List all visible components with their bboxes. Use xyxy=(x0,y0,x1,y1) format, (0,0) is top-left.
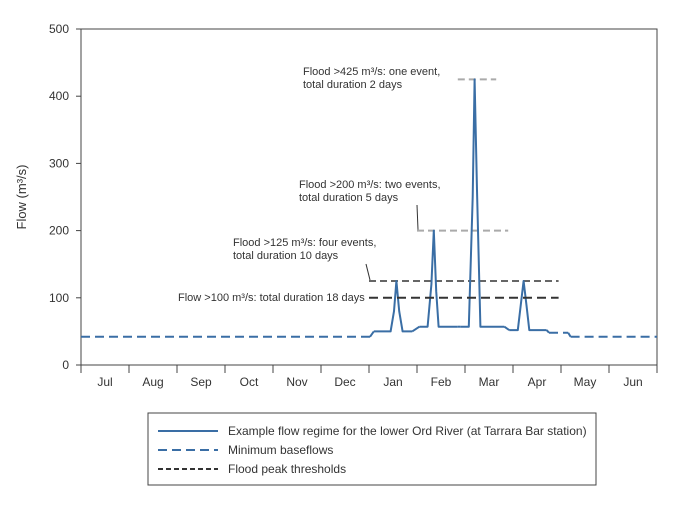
series-1-segment xyxy=(373,280,413,333)
annotation-text: Flow >100 m³/s: total duration 18 days xyxy=(178,292,365,304)
annotation-text: total duration 2 days xyxy=(303,79,403,91)
x-tick-label: Jul xyxy=(97,375,112,389)
series-1 xyxy=(373,78,547,333)
x-tick-label: Jun xyxy=(623,375,642,389)
x-tick-label: Dec xyxy=(334,375,355,389)
x-tick-label: Jan xyxy=(383,375,402,389)
y-tick-label: 300 xyxy=(49,156,69,170)
series-2-segment xyxy=(503,325,510,331)
y-tick-label: 100 xyxy=(49,291,69,305)
annotation-425: Flood >425 m³/s: one event,total duratio… xyxy=(303,66,440,91)
series-1-segment xyxy=(509,280,547,332)
series-1-segment xyxy=(419,229,458,328)
x-tick-label: Mar xyxy=(479,375,500,389)
y-tick-label: 400 xyxy=(49,89,69,103)
x-tick-label: Feb xyxy=(431,375,452,389)
annotation-text: Flood >425 m³/s: one event, xyxy=(303,66,440,78)
x-tick-label: Oct xyxy=(240,375,259,389)
legend-box xyxy=(147,412,597,486)
annotation-text: Flood >125 m³/s: four events, xyxy=(233,237,376,249)
annotations: Flow >100 m³/s: total duration 18 days Fl… xyxy=(178,66,441,304)
annotation-200: Flood >200 m³/s: two events,total durati… xyxy=(299,179,441,230)
x-tick-label: Aug xyxy=(142,375,163,389)
legend-label: Minimum baseflows xyxy=(228,443,333,457)
annotation-pointer xyxy=(365,263,371,281)
y-axis-label: Flow (m³/s) xyxy=(14,165,29,230)
x-tick-label: Nov xyxy=(286,375,307,389)
annotation-pointer xyxy=(416,204,419,230)
legend-label: Flood peak thresholds xyxy=(228,462,346,476)
x-tick-label: May xyxy=(574,375,597,389)
legend-label: Example flow regime for the lower Ord Ri… xyxy=(228,424,587,438)
legend: Example flow regime for the lower Ord Ri… xyxy=(147,412,597,486)
series-2-segment xyxy=(369,330,375,338)
y-tick-label: 0 xyxy=(62,358,69,372)
x-tick-label: Apr xyxy=(528,375,547,389)
series-1-segment xyxy=(460,78,505,328)
annotation-text: total duration 5 days xyxy=(299,192,399,204)
series-2-segment xyxy=(411,325,420,333)
threshold-lines xyxy=(369,78,559,282)
series-2-segment xyxy=(567,332,572,338)
y-tick-label: 500 xyxy=(49,22,69,36)
series-2-segment xyxy=(545,329,550,334)
series-2 xyxy=(81,325,657,338)
chart-axes: 0 100 200 300 400 500 Flow (m³/s) Jul Aug Sep Oct N… xyxy=(14,22,658,389)
annotation-text: Flood >200 m³/s: two events, xyxy=(299,179,441,191)
x-tick-label: Sep xyxy=(190,375,212,389)
y-tick-label: 200 xyxy=(49,224,69,238)
annotation-125: Flood >125 m³/s: four events,total durat… xyxy=(233,237,376,281)
flow-series xyxy=(81,78,657,338)
annotation-100: Flow >100 m³/s: total duration 18 days xyxy=(178,292,365,304)
annotation-text: total duration 10 days xyxy=(233,250,339,262)
